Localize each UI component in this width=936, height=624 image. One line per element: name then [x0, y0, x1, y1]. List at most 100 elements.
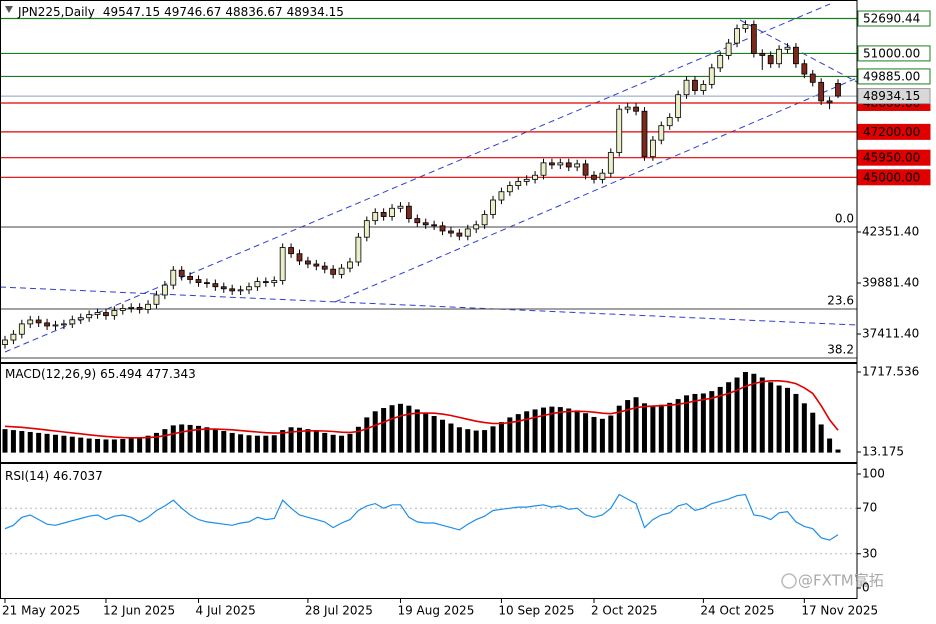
candle-body — [532, 174, 538, 180]
macd-bar — [431, 416, 437, 453]
x-tick-label: 17 Nov 2025 — [801, 604, 878, 618]
symbol: JPN225,Daily — [17, 5, 95, 19]
level-label: 45950.00 — [863, 151, 920, 165]
header-high: 49746.67 — [164, 5, 221, 19]
candle-body — [44, 322, 50, 327]
macd-bar — [288, 427, 294, 453]
rsi-line — [4, 493, 839, 541]
macd-bar — [153, 432, 159, 453]
candle-body — [338, 267, 345, 275]
level-label: 49885.00 — [863, 69, 920, 83]
candle-body — [10, 333, 17, 341]
candle-body — [94, 312, 101, 316]
candle-body — [229, 288, 236, 292]
candle-body — [431, 224, 438, 227]
channel-lower — [334, 77, 857, 303]
macd-bar — [675, 399, 681, 453]
level-label-box — [857, 123, 931, 140]
macd-bar — [692, 393, 698, 453]
header-low: 48836.67 — [225, 5, 282, 19]
candle-body — [347, 261, 353, 269]
macd-bar — [835, 449, 841, 453]
macd-tick-label: 13.175 — [862, 444, 904, 458]
candle-body — [355, 236, 362, 263]
macd-bar — [271, 435, 277, 453]
macd-bar — [296, 427, 302, 453]
candle-body — [725, 42, 732, 56]
candle-body — [498, 191, 505, 201]
macd-tick-label: 1717.536 — [862, 365, 919, 379]
macd-bar — [305, 429, 311, 453]
watermark: @FXTM富拓 — [798, 572, 884, 590]
rsi-tick-label: 70 — [862, 501, 877, 515]
level-label: 51000.00 — [863, 46, 920, 60]
y-tick-label: 37411.40 — [862, 326, 919, 340]
candle-body — [515, 181, 522, 186]
rsi-tick-label: 100 — [862, 467, 885, 481]
candle-body — [305, 260, 311, 265]
candle-body — [254, 281, 261, 288]
y-tick-label: 39881.40 — [862, 275, 919, 289]
candle-body — [204, 282, 210, 285]
macd-bar — [78, 437, 84, 453]
macd-bar — [541, 407, 547, 453]
x-tick-label: 19 Aug 2025 — [397, 604, 474, 618]
macd-bar — [137, 437, 143, 453]
macd-bar — [254, 435, 260, 453]
candle-body — [574, 163, 581, 168]
macd-bar — [204, 427, 210, 453]
macd-bar — [36, 432, 42, 453]
candle-body — [195, 279, 202, 284]
candle-body — [414, 218, 421, 224]
x-tick-label: 2 Oct 2025 — [591, 604, 658, 618]
fib-label: 23.6 — [827, 293, 854, 307]
candle-body — [145, 303, 151, 310]
header-close: 48934.15 — [287, 5, 344, 19]
candle-body — [220, 286, 227, 290]
candle-body — [380, 212, 387, 217]
candle-body — [835, 83, 841, 97]
macd-bar — [10, 430, 16, 453]
macd-bar — [339, 435, 345, 453]
candle-body — [448, 230, 454, 234]
x-tick-label: 4 Jul 2025 — [196, 604, 256, 618]
macd-bar — [482, 430, 488, 453]
macd-bar — [52, 434, 58, 453]
macd-bar — [27, 431, 33, 453]
macd-bar — [187, 424, 193, 453]
candle-body — [35, 319, 42, 324]
macd-bar — [61, 435, 67, 453]
candle-body — [759, 53, 766, 56]
x-tick-label: 28 Jul 2025 — [305, 604, 373, 618]
candle-body — [473, 224, 480, 230]
candle-body — [683, 79, 690, 96]
macd-bar — [355, 426, 361, 453]
candle-body — [279, 247, 286, 281]
macd-bar — [238, 434, 244, 453]
x-tick-label: 21 May 2025 — [2, 604, 80, 618]
macd-bar — [397, 403, 403, 453]
candle-body — [60, 323, 67, 326]
macd-bar — [196, 425, 202, 453]
candle-body — [288, 247, 294, 255]
candle-body — [69, 319, 76, 325]
candle-body — [641, 110, 648, 158]
candle-body — [170, 269, 177, 286]
macd-bar — [103, 439, 109, 453]
rsi-value: 46.7037 — [53, 469, 103, 483]
level-label-box — [857, 10, 931, 27]
candle-body — [649, 139, 656, 158]
macd-bar — [717, 386, 723, 453]
macd-bar — [616, 405, 622, 453]
candle-body — [439, 225, 446, 232]
macd-bar — [313, 431, 319, 453]
macd-bar — [179, 424, 185, 453]
rsi-title: RSI(14) 46.7037 — [5, 469, 103, 483]
candle-body — [18, 323, 25, 335]
fib-label: 38.2 — [827, 342, 854, 356]
macd-bar — [364, 417, 370, 453]
candle-body — [422, 222, 429, 226]
macd-bar — [246, 435, 252, 453]
current-price-label: 48934.15 — [863, 89, 920, 103]
